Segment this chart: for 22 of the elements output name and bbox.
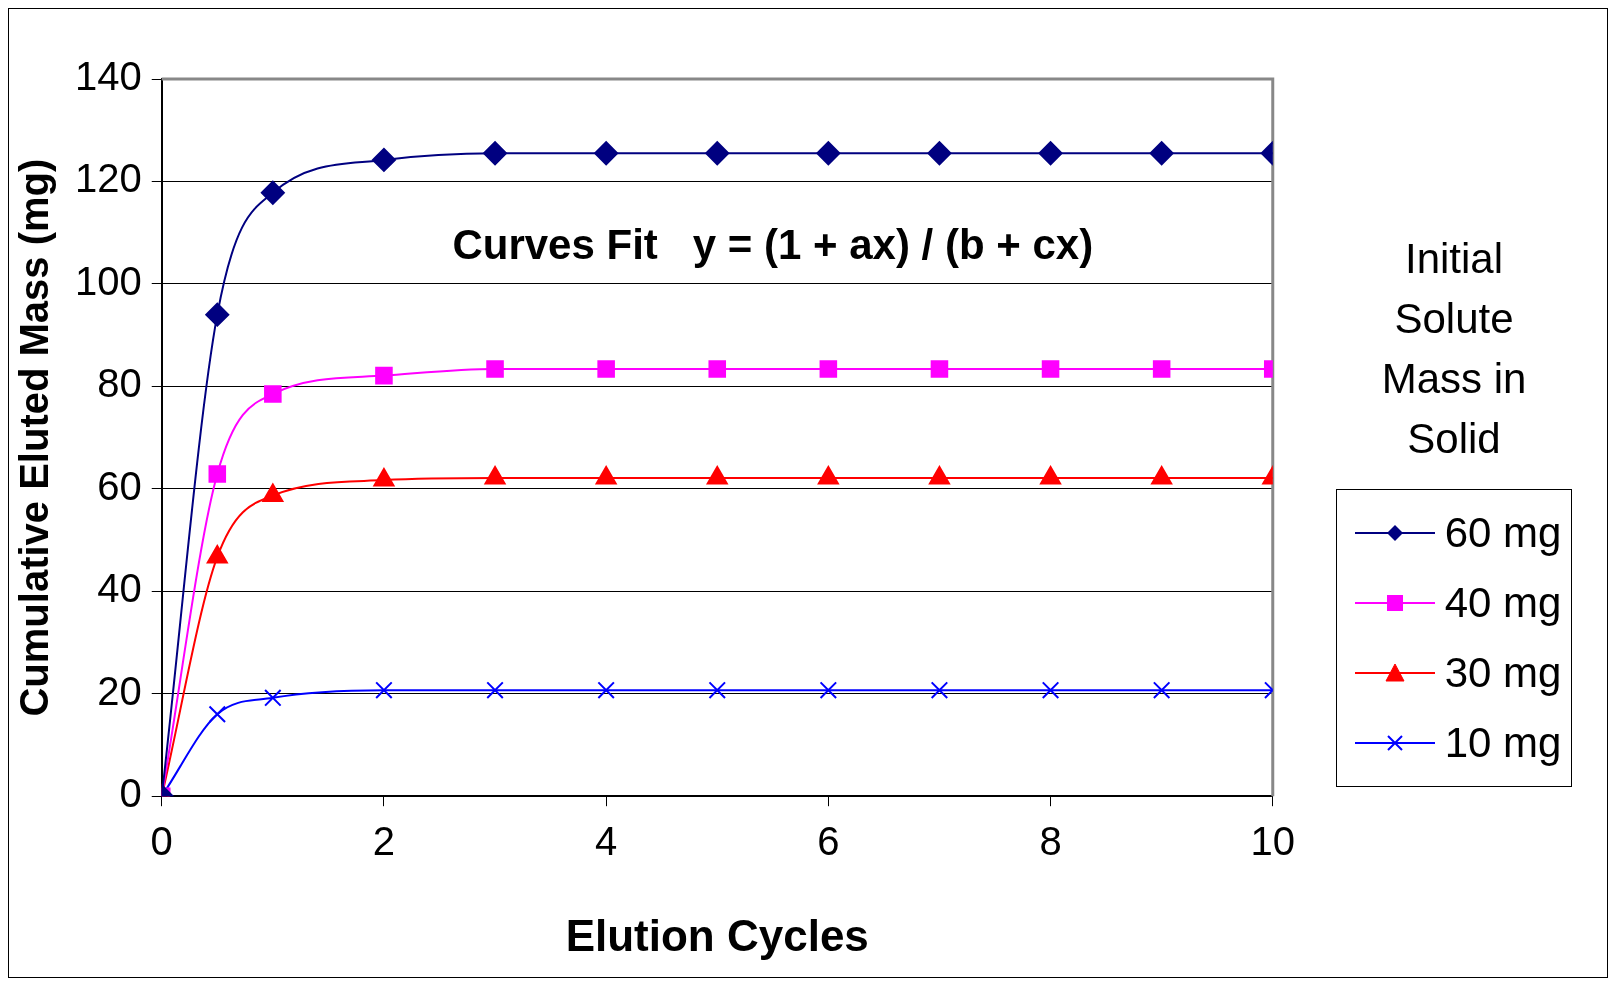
x-tick-label: 10: [1250, 819, 1295, 864]
legend-label: 40 mg: [1444, 579, 1562, 627]
annotation: Curves Fit y = (1 + ax) / (b + cx): [452, 221, 1094, 268]
x-tick-label: 4: [595, 819, 618, 864]
x-axis-title: Elution Cycles: [565, 910, 869, 960]
x-tick-label: 0: [150, 819, 173, 864]
y-tick-label: 120: [74, 156, 142, 201]
legend-label: 10 mg: [1444, 719, 1562, 767]
x-tick-label: 8: [1039, 819, 1062, 864]
x-tick-label: 2: [372, 819, 396, 864]
x-tick-label: 6: [817, 819, 840, 864]
y-tick-label: 60: [97, 463, 142, 508]
legend-label: 60 mg: [1444, 509, 1562, 557]
legend-label: 30 mg: [1444, 649, 1562, 697]
legend-title: Initial Solute Mass in Solid: [1380, 234, 1528, 464]
y-tick-label: 80: [97, 361, 142, 406]
y-tick-label: 100: [74, 258, 142, 303]
y-tick-label: 140: [74, 54, 142, 99]
y-axis-title: Cumulative Eluted Mass (mg): [12, 158, 57, 717]
y-tick-label: 0: [119, 771, 142, 816]
y-tick-label: 20: [97, 668, 142, 713]
y-tick-label: 40: [97, 566, 142, 611]
